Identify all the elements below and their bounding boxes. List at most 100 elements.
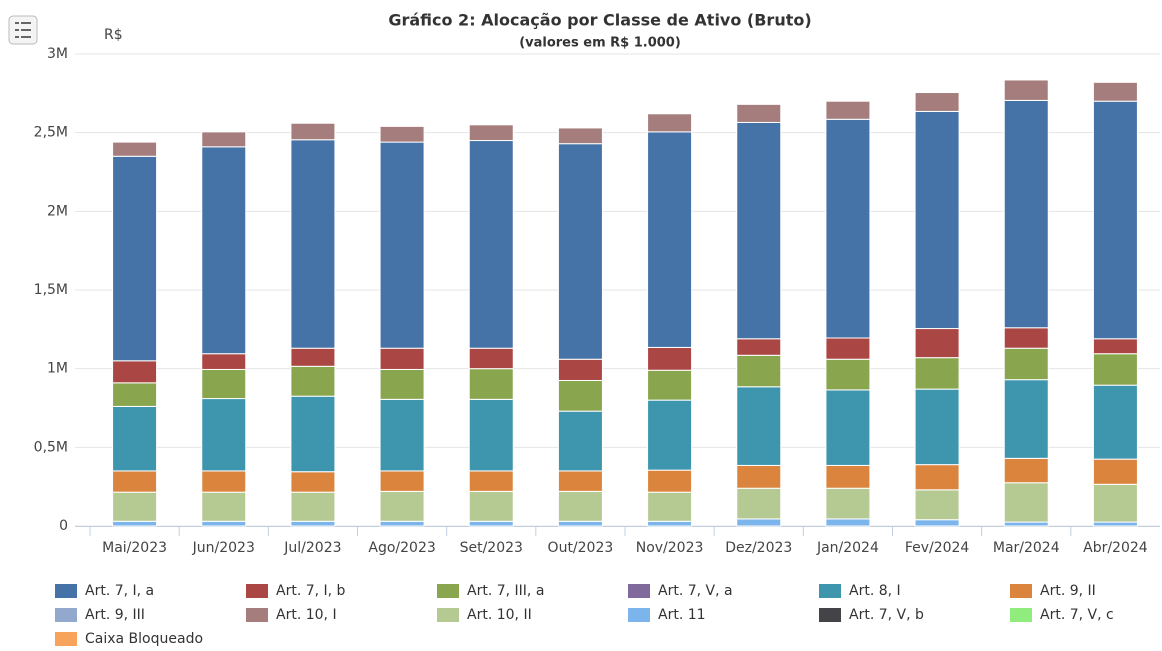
bar-segment [1003, 521, 1049, 527]
bar-segment [201, 368, 247, 400]
legend-swatch [55, 584, 77, 598]
bar-segment [290, 491, 336, 522]
bar-segment [825, 518, 871, 527]
legend-swatch [628, 608, 650, 622]
bar-segment [201, 491, 247, 522]
legend-label: Art. 7, V, c [1040, 607, 1114, 623]
bar-segment [379, 125, 425, 143]
legend-label: Art. 7, V, a [658, 583, 733, 599]
bar-segment [379, 398, 425, 472]
bar-segment [1003, 99, 1049, 329]
bar-segment [647, 491, 693, 522]
bar-segment [647, 131, 693, 348]
bar-segment [112, 405, 158, 472]
bar-segment [468, 347, 514, 370]
bar-segment [914, 489, 960, 521]
bar-segment [1092, 353, 1138, 386]
x-tick-label: Mar/2024 [993, 540, 1060, 556]
x-tick-label: Jan/2024 [816, 540, 879, 556]
bar-segment [468, 470, 514, 492]
menu-button[interactable] [8, 15, 38, 45]
bar-segment [1003, 79, 1049, 101]
bar-segment [1003, 327, 1049, 349]
bar-segment [557, 470, 603, 492]
bar-segment [290, 139, 336, 349]
bar-segment [112, 155, 158, 362]
bar-segment [201, 146, 247, 355]
bar-segment [290, 122, 336, 141]
legend-label: Art. 7, V, b [849, 607, 924, 623]
bar-segment [647, 469, 693, 493]
y-tick-label: 1M [47, 361, 68, 377]
bar-segment [557, 520, 603, 527]
y-tick-label: 0,5M [34, 439, 68, 455]
bar-segment [557, 410, 603, 472]
bar-segment [647, 346, 693, 371]
bar-segment [647, 520, 693, 527]
bar-segment [112, 360, 158, 384]
legend-swatch [246, 584, 268, 598]
x-tick-label: Jul/2023 [283, 540, 341, 556]
bar-segment [647, 369, 693, 401]
legend-label: Art. 10, I [276, 607, 337, 623]
chart-title: Gráfico 2: Alocação por Classe de Ativo … [388, 11, 811, 30]
y-tick-label: 2,5M [34, 125, 68, 141]
x-tick-label: Abr/2024 [1083, 540, 1148, 556]
bar-segment [290, 347, 336, 367]
x-tick-label: Nov/2023 [636, 540, 704, 556]
legend-swatch [819, 608, 841, 622]
bar-segment [379, 368, 425, 400]
bar-segment [379, 490, 425, 522]
y-tick-label: 0 [59, 518, 68, 534]
legend-label: Art. 11 [658, 607, 706, 623]
x-tick-label: Set/2023 [460, 540, 523, 556]
bar-segment [1092, 458, 1138, 485]
bar-segment [468, 140, 514, 349]
bar-segment [1092, 338, 1138, 355]
bar-segment [290, 520, 336, 527]
bar-segment [825, 487, 871, 520]
bar-segment [201, 520, 247, 527]
bar-segment [736, 121, 782, 340]
legend-swatch [55, 632, 77, 646]
legend-label: Art. 7, III, a [467, 583, 544, 599]
menu-icon[interactable] [15, 22, 31, 38]
legend-swatch [1010, 584, 1032, 598]
legend-label: Art. 9, II [1040, 583, 1096, 599]
bar-segment [736, 487, 782, 520]
chart-subtitle: (valores em R$ 1.000) [519, 36, 681, 51]
legend-swatch [628, 584, 650, 598]
legend-label: Art. 7, I, a [85, 583, 154, 599]
bar-segment [1092, 100, 1138, 340]
bar-segment [1003, 379, 1049, 459]
bar-segment [379, 347, 425, 370]
y-axis-label: R$ [104, 27, 123, 43]
bar-segment [468, 520, 514, 527]
bar-segment [557, 358, 603, 381]
bar-segment [468, 368, 514, 400]
x-tick-label: Jun/2023 [192, 540, 255, 556]
bar-segment [736, 354, 782, 388]
bar-segment [557, 379, 603, 412]
legend-swatch [437, 608, 459, 622]
bar-segment [914, 519, 960, 527]
bar-segment [736, 386, 782, 466]
bar-segment [825, 389, 871, 466]
bar-segment [914, 357, 960, 390]
x-tick-label: Dez/2023 [725, 540, 792, 556]
bar-segment [201, 131, 247, 148]
bar-segment [112, 141, 158, 157]
y-tick-label: 2M [47, 203, 68, 219]
bar-segment [379, 520, 425, 527]
x-tick-label: Ago/2023 [368, 540, 435, 556]
bar-segment [379, 141, 425, 349]
legend-swatch [437, 584, 459, 598]
bar-segment [914, 464, 960, 491]
bar-segment [736, 103, 782, 123]
bar-segment [914, 92, 960, 112]
bar-segment [201, 470, 247, 493]
bar-segment [468, 124, 514, 142]
legend-swatch [55, 608, 77, 622]
